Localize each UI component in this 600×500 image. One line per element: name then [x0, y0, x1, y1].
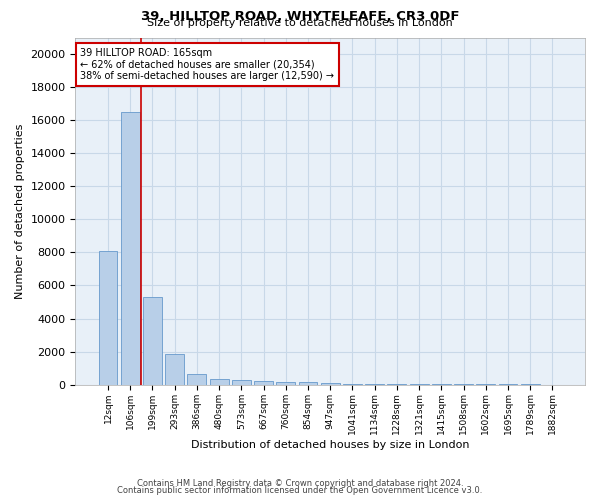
Bar	[98, 251, 118, 384]
Bar	[299, 382, 317, 384]
Bar	[209, 379, 229, 384]
Text: 39 HILLTOP ROAD: 165sqm
← 62% of detached houses are smaller (20,354)
38% of sem: 39 HILLTOP ROAD: 165sqm ← 62% of detache…	[80, 48, 334, 81]
Text: 39, HILLTOP ROAD, WHYTELEAFE, CR3 0DF: 39, HILLTOP ROAD, WHYTELEAFE, CR3 0DF	[141, 10, 459, 23]
X-axis label: Distribution of detached houses by size in London: Distribution of detached houses by size …	[191, 440, 469, 450]
Y-axis label: Number of detached properties: Number of detached properties	[15, 124, 25, 299]
Text: Size of property relative to detached houses in London: Size of property relative to detached ho…	[147, 18, 453, 28]
Bar	[143, 297, 162, 384]
Bar	[165, 354, 184, 384]
Bar	[277, 382, 295, 384]
Bar	[232, 380, 251, 384]
Text: Contains HM Land Registry data © Crown copyright and database right 2024.: Contains HM Land Registry data © Crown c…	[137, 478, 463, 488]
Bar	[187, 374, 206, 384]
Text: Contains public sector information licensed under the Open Government Licence v3: Contains public sector information licen…	[118, 486, 482, 495]
Bar	[121, 112, 140, 384]
Bar	[254, 381, 273, 384]
